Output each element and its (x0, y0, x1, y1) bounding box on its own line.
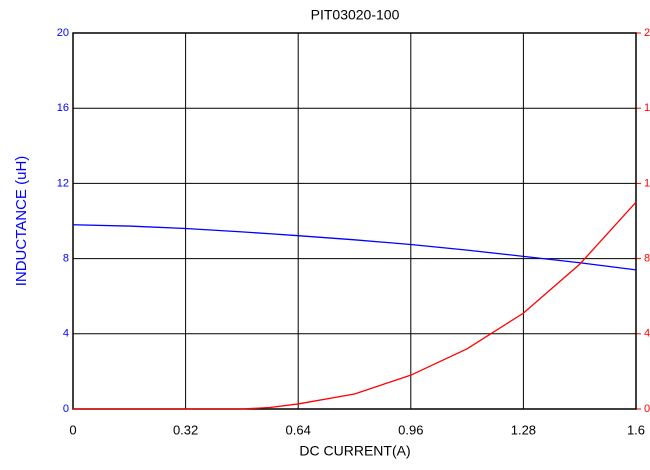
y2-tick-label: 1 (644, 102, 650, 114)
x-axis-label: DC CURRENT(A) (299, 443, 410, 459)
x-tick-label: 0.32 (173, 422, 198, 437)
y2-tick-label: 4 (644, 328, 650, 340)
plot-frame (72, 32, 637, 410)
y2-tick-label: 1 (644, 177, 650, 189)
y2-tick-label: 0 (644, 403, 650, 415)
y-tick-label: 8 (63, 253, 69, 265)
y-tick-label: 16 (57, 102, 69, 114)
x-tick-label: 1.6 (627, 422, 645, 437)
y2-tick-label: 8 (644, 253, 650, 265)
y-axis-label: INDUCTANCE (uH) (13, 156, 30, 287)
y2-tick-label: 2 (644, 27, 650, 39)
x-tick-label: 0.96 (398, 422, 423, 437)
y-tick-label: 0 (63, 403, 69, 415)
x-tick-label: 0 (69, 422, 76, 437)
y-tick-label: 12 (57, 177, 69, 189)
series-line (73, 201, 637, 410)
y-tick-label: 20 (57, 27, 69, 39)
y-tick-label: 4 (63, 328, 69, 340)
x-tick-label: 0.64 (286, 422, 311, 437)
x-tick-label: 1.28 (511, 422, 536, 437)
series-line (72, 224, 637, 271)
chart-title: PIT03020-100 (311, 7, 400, 23)
